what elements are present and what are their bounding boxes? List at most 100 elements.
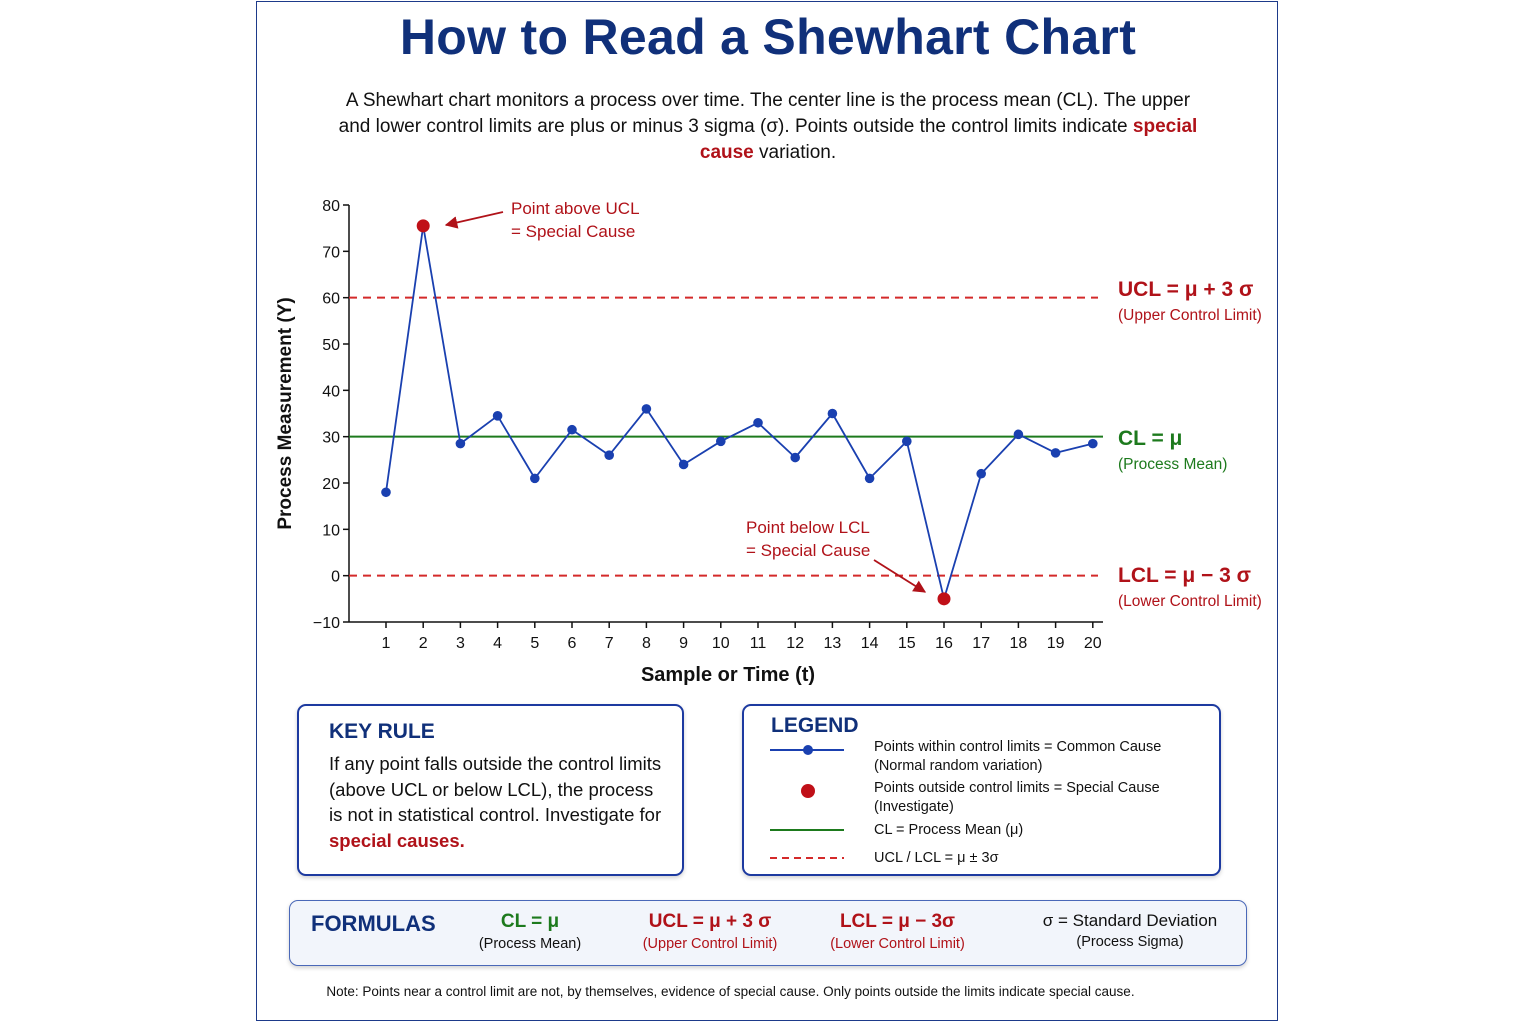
legend-item-line1: CL = Process Mean (μ) xyxy=(874,822,1024,838)
legend-item-line1: Points outside control limits = Special … xyxy=(874,780,1160,796)
data-point xyxy=(902,436,912,447)
formula-sigma: σ = Standard Deviation (Process Sigma) xyxy=(1020,911,1240,950)
data-point xyxy=(864,473,875,484)
legend-item-limits: UCL / LCL = μ ± 3σ xyxy=(874,849,999,868)
annotation-arrow xyxy=(444,211,504,229)
y-tick-label: 10 xyxy=(322,522,340,539)
x-tick-label: 15 xyxy=(898,635,916,652)
formula-sub: (Upper Control Limit) xyxy=(642,936,778,952)
formula-sub: (Process Mean) xyxy=(478,936,582,952)
x-tick-label: 20 xyxy=(1084,635,1102,652)
x-tick-label: 11 xyxy=(750,635,767,652)
formula-sub: (Lower Control Limit) xyxy=(830,936,965,952)
x-tick-label: 18 xyxy=(1010,635,1028,652)
key-rule-text: If any point falls outside the control l… xyxy=(329,751,669,853)
x-tick-label: 3 xyxy=(456,635,465,652)
ucl-label: UCL = μ + 3 σ xyxy=(1118,278,1253,301)
data-point xyxy=(1050,448,1061,458)
annotations: Point above UCL = Special Cause Point belo… xyxy=(444,199,927,593)
formula-lcl: LCL = μ − 3σ (Lower Control Limit) xyxy=(810,911,985,952)
data-point xyxy=(604,450,614,461)
x-tick-label: 8 xyxy=(642,635,651,652)
annotation-text: = Special Cause xyxy=(511,222,635,241)
data-point xyxy=(976,468,986,479)
y-tick-label: 30 xyxy=(322,430,340,447)
key-rule-highlight: special causes. xyxy=(329,829,465,851)
y-tick-label: 0 xyxy=(331,569,340,586)
formula-cl: CL = μ (Process Mean) xyxy=(450,911,610,952)
legend-symbol-green-line xyxy=(770,829,844,831)
legend-item-common-cause: Points within control limits = Common Ca… xyxy=(874,738,1161,776)
data-point xyxy=(641,404,652,414)
reference-lines xyxy=(349,296,1103,577)
legend-item-line1: UCL / LCL = μ ± 3σ xyxy=(874,850,999,866)
formula-sub: (Process Sigma) xyxy=(1076,934,1184,950)
data-point xyxy=(1088,438,1098,449)
x-tick-label: 16 xyxy=(935,635,953,652)
special-cause-point xyxy=(937,592,951,606)
y-tick-label: 80 xyxy=(322,198,340,215)
x-tick-label: 6 xyxy=(568,635,577,652)
annotation-text: Point above UCL xyxy=(511,199,640,218)
legend-heading: LEGEND xyxy=(771,714,859,737)
cl-sublabel: (Process Mean) xyxy=(1118,456,1227,473)
x-tick-label: 4 xyxy=(493,635,502,652)
y-axis-title: Process Measurement (Y) xyxy=(275,297,296,529)
x-tick-label: 10 xyxy=(712,635,730,652)
legend-item-line2: (Investigate) xyxy=(874,799,954,815)
data-point xyxy=(827,408,838,419)
formulas-heading: FORMULAS xyxy=(311,911,436,936)
intro-text: A Shewhart chart monitors a process over… xyxy=(330,88,1206,166)
legend-symbol-red-dashed-line xyxy=(770,857,844,859)
legend-box: LEGEND Points within control limits = Co… xyxy=(742,704,1221,876)
reference-line-labels: UCL = μ + 3 σ (Upper Control Limit) CL = μ… xyxy=(1118,278,1262,610)
formula-main: CL = μ xyxy=(500,911,560,932)
formula-main: UCL = μ + 3 σ xyxy=(648,911,772,932)
y-tick-label: 60 xyxy=(322,291,340,308)
y-tick-label: −10 xyxy=(313,615,340,632)
x-tick-label: 12 xyxy=(786,635,804,652)
data-point xyxy=(678,459,689,470)
annotation-text: = Special Cause xyxy=(746,541,870,560)
cl-label: CL = μ xyxy=(1118,427,1182,450)
x-axis-title: Sample or Time (t) xyxy=(641,664,815,686)
key-rule-heading: KEY RULE xyxy=(329,720,435,743)
x-tick-label: 7 xyxy=(605,635,614,652)
lcl-label: LCL = μ − 3 σ xyxy=(1118,564,1251,587)
intro-part1: A Shewhart chart monitors a process over… xyxy=(338,90,1191,137)
intro-highlight: special cause xyxy=(699,116,1198,163)
x-tick-label: 2 xyxy=(419,635,428,652)
formulas-box: FORMULAS CL = μ (Process Mean) UCL = μ +… xyxy=(289,900,1247,966)
formula-main: σ = Standard Deviation xyxy=(1042,911,1218,930)
data-series xyxy=(381,219,1098,606)
key-rule-body: If any point falls outside the control l… xyxy=(329,753,662,825)
ucl-sublabel: (Upper Control Limit) xyxy=(1118,307,1262,324)
x-tick-label: 17 xyxy=(972,635,990,652)
page-title: How to Read a Shewhart Chart xyxy=(399,9,1137,65)
annotation-arrow xyxy=(873,559,927,593)
data-point xyxy=(455,438,466,449)
legend-item-cl: CL = Process Mean (μ) xyxy=(874,821,1023,840)
data-point xyxy=(790,452,800,463)
data-point xyxy=(753,417,763,428)
intro-part2: variation. xyxy=(753,142,837,163)
x-tick-label: 5 xyxy=(530,635,539,652)
formula-ucl: UCL = μ + 3 σ (Upper Control Limit) xyxy=(620,911,800,952)
formula-main: LCL = μ − 3σ xyxy=(839,911,956,932)
legend-item-special-cause: Points outside control limits = Special … xyxy=(874,779,1160,817)
legend-item-line2: (Normal random variation) xyxy=(874,758,1043,774)
legend-symbol-red-dot xyxy=(801,784,815,798)
footnote: Note: Points near a control limit are no… xyxy=(326,984,1135,999)
x-tick-label: 14 xyxy=(861,635,879,652)
key-rule-box: KEY RULE If any point falls outside the … xyxy=(297,704,684,876)
y-tick-label: 20 xyxy=(322,476,340,493)
legend-item-line1: Points within control limits = Common Ca… xyxy=(874,739,1162,755)
legend-symbol-blue-line-dot xyxy=(770,745,844,755)
y-tick-label: 70 xyxy=(322,244,340,261)
x-tick-label: 9 xyxy=(679,635,688,652)
x-tick-label: 19 xyxy=(1047,635,1065,652)
y-tick-label: 40 xyxy=(322,383,340,400)
data-point xyxy=(492,411,503,421)
